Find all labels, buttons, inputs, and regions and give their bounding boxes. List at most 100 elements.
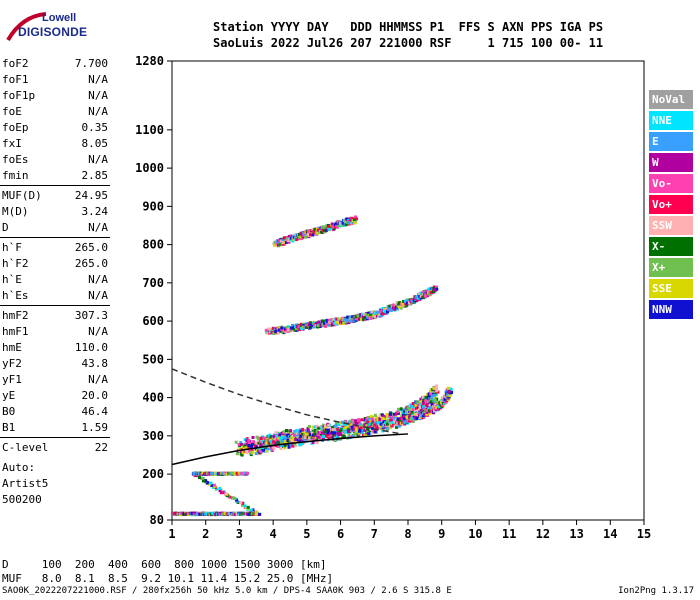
echo-point — [302, 233, 306, 237]
echo-point — [421, 405, 425, 409]
digisonde-logo: Lowell DIGISONDE — [4, 10, 87, 46]
echo-point — [221, 491, 225, 495]
muf-table-muf: MUF 8.0 8.1 8.5 9.2 10.1 11.4 15.2 25.0 … — [2, 572, 334, 585]
echo-point — [290, 326, 294, 330]
echo-point — [335, 225, 339, 229]
x-tick-label: 14 — [603, 527, 617, 541]
param-name: M(D) — [2, 205, 29, 218]
y-tick-label: 900 — [142, 199, 164, 213]
echo-point — [335, 320, 339, 324]
echo-point — [316, 435, 320, 439]
echo-point — [299, 235, 303, 239]
echo-point — [350, 423, 354, 427]
echo-point — [247, 507, 251, 511]
y-tick-label: 300 — [142, 429, 164, 443]
echo-point — [304, 436, 308, 440]
echo-point — [363, 423, 367, 427]
echo-point — [332, 227, 336, 231]
echo-point — [434, 387, 438, 391]
echo-point — [321, 423, 325, 427]
echo-point — [434, 405, 438, 409]
echo-point — [312, 437, 316, 441]
echo-point — [410, 419, 414, 423]
echo-point — [428, 396, 432, 400]
echo-point — [201, 479, 205, 483]
echo-point — [415, 413, 419, 417]
echo-point — [327, 428, 331, 432]
echo-point — [250, 447, 254, 451]
echo-point — [402, 303, 406, 307]
echo-point — [353, 220, 357, 224]
echo-point — [392, 422, 396, 426]
echo-point — [432, 409, 436, 413]
echo-point — [391, 420, 395, 424]
echo-point — [241, 511, 245, 515]
echo-point — [275, 435, 279, 439]
echo-point — [357, 431, 361, 435]
echo-point — [204, 479, 208, 483]
echo-point — [396, 410, 400, 414]
echo-point — [293, 442, 297, 446]
echo-point — [246, 505, 250, 509]
param-row: foF1 N/A — [2, 72, 108, 88]
file-info-text: SAO0K_2022207221000.RSF / 280fx256h 50 k… — [2, 586, 452, 596]
echo-point — [272, 445, 276, 449]
echo-point — [372, 314, 376, 318]
echo-point — [377, 421, 381, 425]
echo-point — [310, 431, 314, 435]
param-row: foEp 0.35 — [2, 120, 108, 136]
echo-point — [331, 429, 335, 433]
echo-point — [259, 443, 263, 447]
echo-point — [419, 409, 423, 413]
echo-point — [427, 392, 431, 396]
echo-point — [330, 222, 334, 226]
echo-point — [348, 315, 352, 319]
version-text: Ion2Png 1.3.17 — [618, 586, 694, 596]
param-value: 20.0 — [81, 389, 109, 402]
echo-point — [354, 424, 358, 428]
echo-point — [306, 435, 310, 439]
param-separator — [0, 185, 110, 186]
echo-point — [264, 441, 268, 445]
echo-point — [415, 417, 419, 421]
echo-point — [425, 403, 429, 407]
param-value: N/A — [88, 153, 108, 166]
echo-point — [408, 419, 412, 423]
echo-point — [425, 392, 429, 396]
echo-point — [251, 451, 255, 455]
echo-point — [281, 443, 285, 447]
echo-point — [328, 320, 332, 324]
param-value: 8.05 — [81, 137, 109, 150]
echo-point — [432, 288, 436, 292]
echo-point — [307, 425, 311, 429]
echo-point — [239, 441, 243, 445]
echo-point — [305, 234, 309, 238]
echo-point — [409, 403, 413, 407]
echo-point — [335, 422, 339, 426]
param-row: hmE 110.0 — [2, 340, 108, 356]
echo-point — [386, 426, 390, 430]
echo-point — [359, 426, 363, 430]
echo-point — [302, 434, 306, 438]
x-tick-label: 11 — [502, 527, 516, 541]
param-name: foF1 — [2, 73, 29, 86]
echo-point — [249, 508, 253, 512]
echo-point — [398, 419, 402, 423]
param-row: B1 1.59 — [2, 420, 108, 436]
echo-point — [379, 425, 383, 429]
echo-point — [293, 434, 297, 438]
echo-point — [295, 325, 299, 329]
echo-point — [240, 452, 244, 456]
autoscaling-line3: 500200 — [2, 493, 42, 506]
echo-point — [285, 429, 289, 433]
echo-point — [368, 430, 372, 434]
echo-point — [322, 429, 326, 433]
param-row: foEs N/A — [2, 152, 108, 168]
param-value: 1.59 — [81, 421, 109, 434]
echo-point — [426, 397, 430, 401]
echo-point — [395, 425, 399, 429]
echo-point — [308, 325, 312, 329]
echo-point — [352, 218, 356, 222]
param-name: hmF2 — [2, 309, 29, 322]
echo-point — [381, 312, 385, 316]
